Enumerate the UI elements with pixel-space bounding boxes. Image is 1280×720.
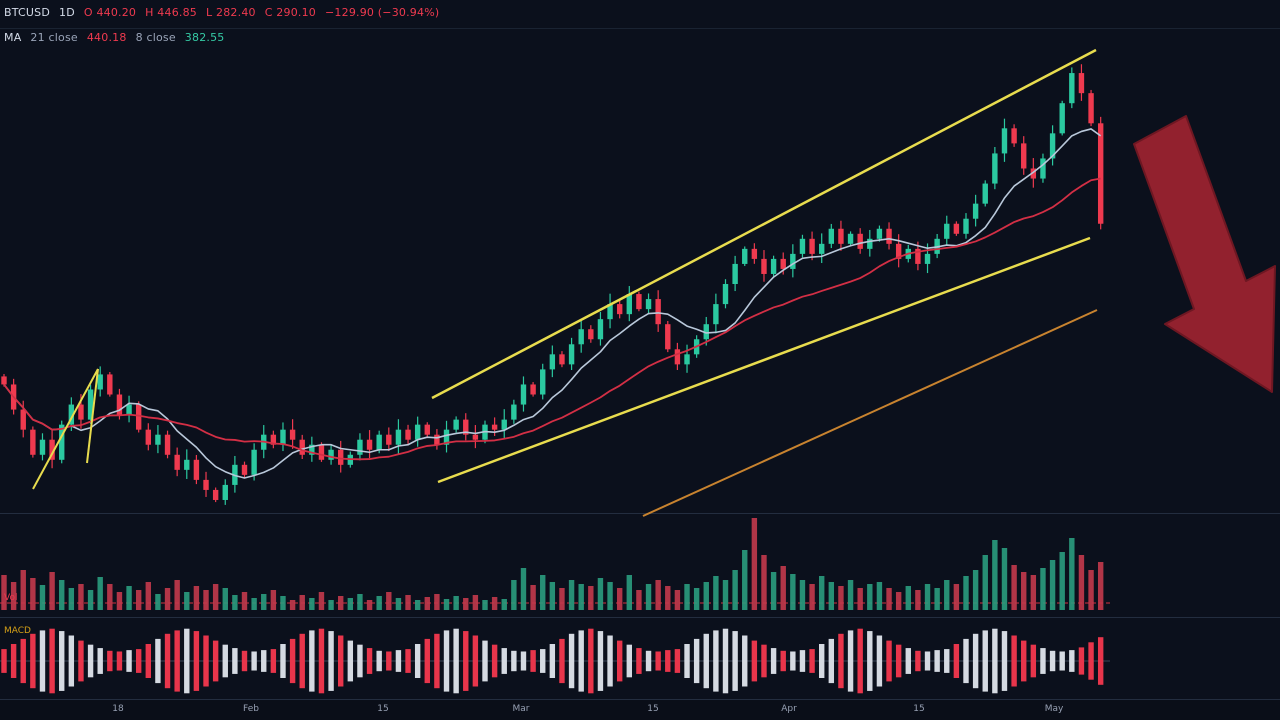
time-axis[interactable]: 18 Feb 15 Mar 15 Apr 15 May [0,699,1280,720]
ticker-token: C 290.10 [264,6,316,19]
ticker-token: L 282.40 [206,6,256,19]
ticker-token: −129.90 (−30.94%) [325,6,440,19]
volume-layer [1,518,1104,610]
ticker-line1: BTCUSD 1D O 440.20 H 446.85 L 282.40 C 290.10… [4,6,448,19]
ticker-token: H 446.85 [145,6,197,19]
ticker-token: BTCUSD [4,6,51,19]
time-axis-label: Apr [781,704,797,714]
channel-trendlines[interactable] [431,48,1097,484]
time-axis-label: Feb [243,704,259,714]
time-axis-label: May [1044,704,1064,714]
down-arrow-annotation[interactable] [1133,115,1276,393]
time-axis-label: 15 [377,704,389,714]
macd-layer [1,628,1104,694]
time-axis-label: 15 [913,704,925,714]
ticker-token: 440.18 [86,31,127,44]
ma-slow-line [3,177,1101,461]
ticker-line2: MA 21 close 440.18 8 close 382.55 [4,31,234,44]
ticker-token: O 440.20 [83,6,137,19]
ticker-token: 1D [59,6,75,19]
orange-trendline[interactable] [642,309,1098,517]
ticker-token: 21 close [30,31,78,44]
macd-panel-label: MACD [4,626,31,636]
time-axis-label: 18 [112,704,124,714]
wedge-trendlines[interactable] [32,368,99,490]
volume-panel-label: Vol [4,593,17,603]
ticker-token: MA [4,31,22,44]
ma-fast-line [3,128,1102,479]
ticker-token: 382.55 [184,31,225,44]
time-axis-label: 15 [647,704,659,714]
ticker-token: 8 close [135,31,176,44]
time-axis-label: Mar [512,704,530,714]
